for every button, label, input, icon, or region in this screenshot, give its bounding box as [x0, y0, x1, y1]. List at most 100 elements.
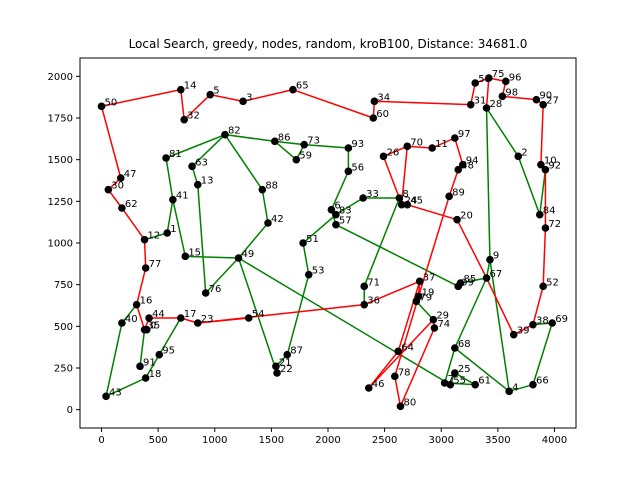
red-edge: [197, 317, 249, 324]
node-point: [548, 319, 557, 327]
node-point: [299, 239, 307, 247]
green-edge: [485, 107, 491, 260]
green-edge: [139, 329, 146, 367]
red-edge: [394, 376, 402, 407]
node-point: [369, 114, 378, 122]
node-label: 4: [512, 382, 518, 393]
node-label: 13: [201, 176, 214, 187]
red-edge: [382, 156, 401, 199]
x-tick-label: 500: [149, 435, 168, 446]
node-label: 16: [140, 296, 153, 307]
red-edge: [135, 267, 147, 305]
node-point: [300, 140, 309, 149]
node-point: [118, 319, 126, 327]
node-label: 75: [492, 69, 505, 80]
node-label: 19: [422, 287, 435, 298]
node-point: [141, 374, 150, 382]
green-edge: [172, 199, 187, 257]
node-label: 65: [296, 81, 309, 92]
node-point: [136, 362, 144, 371]
node-label: 77: [149, 259, 162, 270]
node-label: 36: [367, 296, 380, 307]
node-label: 5: [213, 86, 219, 97]
node-label: 76: [209, 284, 222, 295]
node-point: [403, 200, 412, 209]
node-point: [454, 282, 463, 291]
node-label: 88: [265, 181, 278, 192]
node-label: 52: [546, 277, 559, 288]
x-tick-label: 1000: [202, 435, 227, 446]
green-edge: [485, 107, 519, 157]
node-label: 30: [111, 181, 124, 192]
node-label: 89: [452, 187, 465, 198]
red-edge: [456, 219, 488, 279]
node-label: 80: [403, 397, 416, 408]
y-tick-label: 250: [54, 364, 73, 375]
x-axis: 0 500 1000 1500 2000 2500 3000 3500 4000: [98, 428, 567, 446]
node-label: 15: [188, 247, 201, 258]
node-label: 9: [493, 251, 499, 262]
node-label: 69: [555, 314, 568, 325]
node-label: 27: [546, 96, 559, 107]
node-label: 26: [386, 147, 399, 158]
node-label: 1: [170, 224, 176, 235]
green-edge: [302, 242, 310, 275]
y-tick-label: 1750: [48, 114, 73, 125]
node-labels: 0123456789101112131415161718192021222324…: [105, 69, 568, 408]
node-point: [482, 104, 491, 112]
node-label: 56: [351, 162, 364, 173]
node-label: 62: [125, 199, 138, 210]
node-label: 60: [376, 109, 389, 120]
node-point: [155, 350, 164, 359]
node-point: [239, 97, 247, 106]
node-label: 38: [536, 316, 549, 327]
node-label: 96: [509, 72, 522, 83]
node-point: [509, 330, 518, 339]
node-point: [451, 369, 459, 377]
node-point: [430, 324, 439, 332]
node-label: 98: [505, 87, 518, 98]
node-label: 18: [149, 369, 162, 380]
node-label: 46: [372, 379, 385, 390]
green-edge: [144, 232, 168, 241]
red-path-segments: [100, 77, 547, 407]
node-point: [498, 92, 507, 101]
node-label: 55: [453, 376, 466, 387]
node-label: 24: [405, 196, 418, 207]
node-label: 49: [242, 249, 255, 260]
node-point: [529, 380, 537, 389]
node-label: 85: [463, 274, 476, 285]
green-edge: [238, 257, 451, 386]
node-point: [118, 204, 126, 212]
node-label: 42: [271, 214, 284, 225]
red-edge: [292, 88, 374, 119]
node-point: [539, 282, 547, 291]
node-label: 32: [187, 111, 200, 122]
y-tick-label: 1250: [48, 197, 73, 208]
red-edge: [383, 145, 408, 158]
red-edge: [485, 77, 490, 109]
node-label: 33: [366, 189, 379, 200]
node-label: 40: [125, 314, 138, 325]
green-edge: [302, 214, 337, 244]
green-edge: [330, 171, 350, 210]
green-edge: [539, 169, 547, 215]
green-edge: [105, 322, 123, 397]
green-edge: [237, 257, 278, 374]
node-point: [176, 314, 185, 322]
green-edge: [454, 372, 476, 386]
y-tick-label: 1000: [48, 239, 73, 250]
green-edge: [185, 255, 239, 259]
node-label: 53: [312, 266, 325, 277]
red-edge: [121, 207, 146, 241]
node-label: 25: [458, 364, 471, 375]
green-edge: [121, 304, 138, 324]
node-point: [193, 180, 202, 189]
node-label: 79: [419, 292, 432, 303]
node-point: [116, 174, 125, 182]
node-label: 12: [148, 231, 161, 242]
node-point: [188, 162, 196, 171]
node-label: 92: [548, 161, 561, 172]
node-point: [541, 224, 550, 232]
node-point: [537, 160, 545, 169]
